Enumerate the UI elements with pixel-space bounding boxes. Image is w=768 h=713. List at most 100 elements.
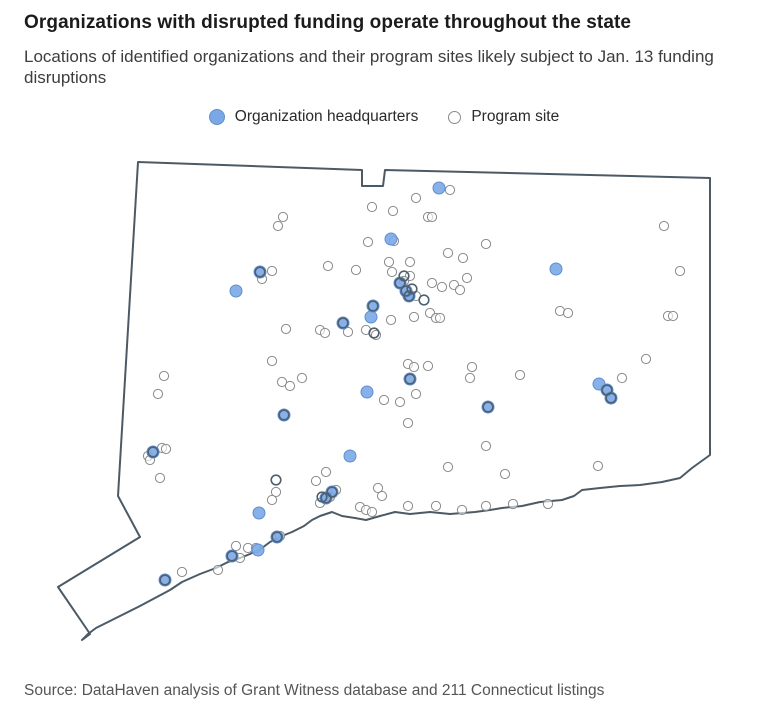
overlap-marker-outline [605, 392, 617, 404]
headquarters-marker [360, 385, 374, 399]
program-site-marker [464, 372, 476, 384]
chart-subtitle: Locations of identified organizations an… [24, 47, 714, 87]
program-site-marker [158, 370, 170, 382]
program-site-marker [322, 260, 334, 272]
program-site-marker [277, 211, 289, 223]
program-site-marker [266, 265, 278, 277]
overlap-marker-outline [367, 300, 379, 312]
program-site-marker [404, 256, 416, 268]
overlap-marker-outline [254, 266, 266, 278]
overlap-marker-outline [326, 486, 338, 498]
overlap-marker-outline [418, 294, 430, 306]
overlap-marker-outline [337, 317, 349, 329]
program-site-marker [466, 361, 478, 373]
legend-item-program-site: Program site [448, 108, 559, 126]
program-site-marker [640, 353, 652, 365]
program-site-marker [507, 498, 519, 510]
program-site-marker [408, 311, 420, 323]
program-site-marker [480, 500, 492, 512]
program-site-marker [430, 500, 442, 512]
program-site-marker [542, 498, 554, 510]
overlap-marker-outline [406, 283, 418, 295]
program-site-marker [422, 360, 434, 372]
program-site-marker [366, 506, 378, 518]
program-site-marker [310, 475, 322, 487]
program-site-marker [436, 281, 448, 293]
overlap-marker-outline [270, 474, 282, 486]
program-site-marker [160, 443, 172, 455]
program-site-marker [410, 388, 422, 400]
headquarters-marker [384, 232, 398, 246]
overlap-marker-outline [271, 531, 283, 543]
headquarters-marker-icon [208, 109, 225, 125]
overlap-marker-outline [226, 550, 238, 562]
program-site-marker [457, 252, 469, 264]
program-site-marker [376, 490, 388, 502]
program-site-marker [410, 192, 422, 204]
program-site-marker [402, 500, 414, 512]
headquarters-marker [252, 506, 266, 520]
program-site-marker [350, 264, 362, 276]
program-site-marker [442, 461, 454, 473]
overlap-marker-outline [278, 409, 290, 421]
program-site-marker [480, 440, 492, 452]
program-site-marker [456, 504, 468, 516]
program-site-marker [499, 468, 511, 480]
headquarters-marker [343, 449, 357, 463]
program-site-marker [154, 472, 166, 484]
overlap-marker-outline [404, 373, 416, 385]
program-site-marker [372, 482, 384, 494]
program-site-marker [385, 314, 397, 326]
program-site-marker [266, 355, 278, 367]
program-site-marker [426, 277, 438, 289]
headquarters-marker [549, 262, 563, 276]
program-site-marker-icon [448, 110, 462, 124]
program-site-marker [383, 256, 395, 268]
program-site-marker [366, 201, 378, 213]
program-site-marker [378, 394, 390, 406]
program-site-marker [319, 327, 331, 339]
program-site-marker [480, 238, 492, 250]
program-site-marker [342, 326, 354, 338]
program-site-marker [276, 376, 288, 388]
headquarters-marker [432, 181, 446, 195]
legend: Organization headquarters Program site [0, 108, 768, 126]
program-site-marker [434, 312, 446, 324]
program-site-marker [454, 284, 466, 296]
program-site-marker [394, 396, 406, 408]
overlap-marker-outline [398, 270, 410, 282]
program-site-marker [408, 361, 420, 373]
program-site-marker [442, 247, 454, 259]
program-site-marker [230, 540, 242, 552]
overlap-marker-outline [368, 327, 380, 339]
state-outline [57, 161, 711, 641]
program-site-marker [667, 310, 679, 322]
program-site-marker [658, 220, 670, 232]
program-site-marker [386, 266, 398, 278]
program-site-marker [426, 211, 438, 223]
overlap-marker-outline [400, 285, 412, 297]
program-site-marker [674, 265, 686, 277]
chart-title: Organizations with disrupted funding ope… [24, 12, 632, 33]
program-site-marker [362, 236, 374, 248]
program-site-marker [270, 486, 282, 498]
program-site-marker [176, 566, 188, 578]
program-site-marker [461, 272, 473, 284]
program-site-marker [296, 372, 308, 384]
program-site-marker [152, 388, 164, 400]
program-site-marker [272, 220, 284, 232]
program-site-marker [402, 417, 414, 429]
source-note: Source: DataHaven analysis of Grant Witn… [24, 682, 605, 699]
program-site-marker [387, 205, 399, 217]
program-site-marker [592, 460, 604, 472]
program-site-marker [444, 184, 456, 196]
legend-label-program-site: Program site [471, 108, 560, 125]
overlap-marker-outline [147, 446, 159, 458]
headquarters-marker [364, 310, 378, 324]
overlap-marker-outline [316, 491, 328, 503]
program-site-marker [284, 380, 296, 392]
legend-item-headquarters: Organization headquarters [208, 108, 419, 126]
legend-label-headquarters: Organization headquarters [234, 108, 419, 125]
program-site-marker [616, 372, 628, 384]
headquarters-marker [251, 543, 265, 557]
